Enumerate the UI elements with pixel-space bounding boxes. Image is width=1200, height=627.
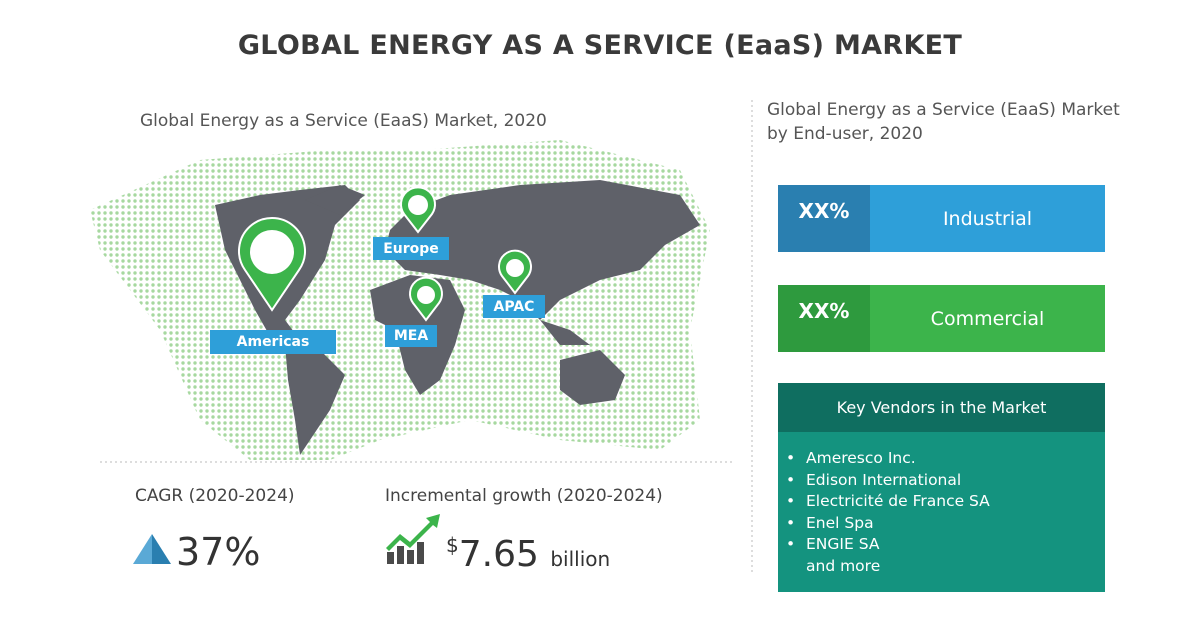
vendor: Ameresco Inc.	[786, 448, 1105, 470]
region-label: Europe	[383, 241, 439, 257]
vendor-list: Ameresco Inc.Edison InternationalElectri…	[778, 448, 1105, 556]
cagr-value: 37%	[176, 530, 261, 574]
growth-label: Incremental growth (2020-2024)	[385, 486, 663, 506]
currency: $	[446, 533, 459, 557]
map-subtitle: Global Energy as a Service (EaaS) Market…	[140, 111, 547, 131]
vendor: Electricité de France SA	[786, 491, 1105, 513]
segment-share: XX%	[778, 285, 870, 352]
cagr-icon	[133, 534, 171, 564]
vendor: ENGIE SA	[786, 534, 1105, 556]
vendors-title: Key Vendors in the Market	[778, 383, 1105, 432]
vendors-more: and more	[806, 556, 881, 575]
growth-icon	[386, 514, 440, 564]
region-label: Americas	[237, 334, 310, 350]
growth-value: $7.65 billion	[446, 533, 610, 575]
segment-share: XX%	[778, 185, 870, 252]
region-label: MEA	[394, 328, 428, 344]
vendor: Edison International	[786, 470, 1105, 492]
segment-name: Industrial	[942, 207, 1033, 230]
vendors-box: Key Vendors in the Market Ameresco Inc.E…	[778, 383, 1105, 592]
segment: XX% Commercial	[778, 285, 1105, 352]
segment: XX% Industrial	[778, 185, 1105, 252]
growth-number: 7.65	[458, 534, 539, 575]
growth-unit: billion	[550, 547, 611, 571]
vendor: Enel Spa	[786, 513, 1105, 535]
end-user-subtitle: Global Energy as a Service (EaaS) Market…	[767, 100, 1120, 144]
region-label: APAC	[494, 299, 535, 315]
region-labels: Americas Europe MEA APAC	[210, 237, 545, 354]
segment-name: Commercial	[930, 307, 1045, 330]
pins	[238, 186, 532, 322]
cagr-label: CAGR (2020-2024)	[135, 486, 295, 506]
title: GLOBAL ENERGY AS A SERVICE (EaaS) MARKET	[237, 30, 963, 61]
